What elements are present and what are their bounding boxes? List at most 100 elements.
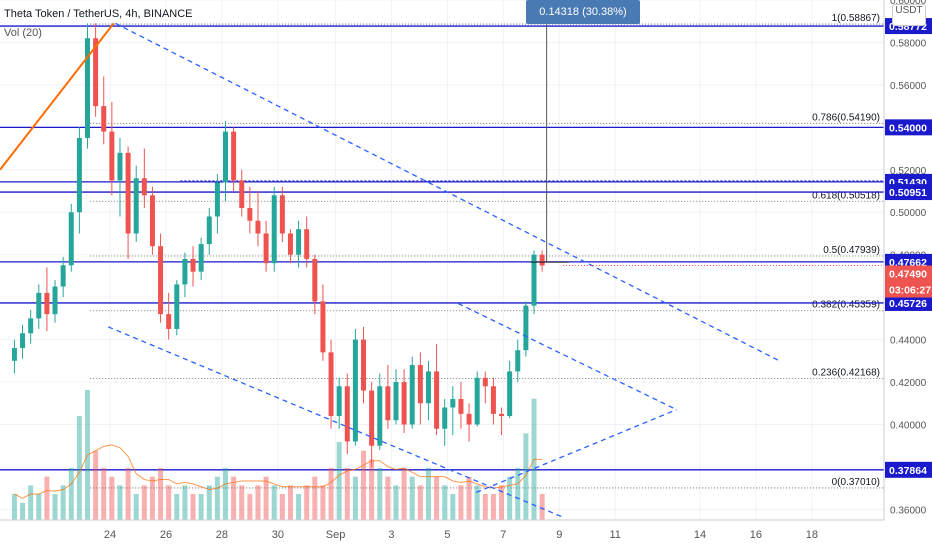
volume-bar xyxy=(474,485,480,520)
time-tick-label: 16 xyxy=(750,529,762,541)
volume-bar xyxy=(93,450,99,520)
volume-bar xyxy=(466,476,472,520)
candle-body xyxy=(263,233,269,264)
candle-body xyxy=(344,386,350,442)
candle-body xyxy=(166,314,172,329)
chart-title: Theta Token / TetherUS, 4h, BINANCE xyxy=(4,8,193,20)
candle-body xyxy=(223,131,229,183)
volume-bar xyxy=(52,494,58,520)
candle-body xyxy=(442,407,448,429)
candle-body xyxy=(60,265,66,287)
time-tick-label: 18 xyxy=(806,529,818,541)
candle-body xyxy=(458,399,464,414)
volume-bar xyxy=(320,485,326,520)
candle-body xyxy=(539,254,545,266)
volume-bar xyxy=(149,476,155,520)
volume-bar xyxy=(482,494,488,520)
level-price-label: 0.50951 xyxy=(889,187,927,199)
trendline-wedge-top xyxy=(457,302,677,411)
candle-body xyxy=(76,137,82,213)
countdown-label-bg xyxy=(885,281,932,298)
volume-bar xyxy=(271,485,277,520)
volume-bar xyxy=(198,494,204,520)
volume-bar xyxy=(11,494,17,520)
time-tick-label: 5 xyxy=(444,529,450,541)
volume-bar xyxy=(28,485,34,520)
level-price-label-bg xyxy=(885,461,932,478)
candle-body xyxy=(133,178,139,234)
countdown-label: 03:06:27 xyxy=(889,285,931,297)
trendline-lower-descending xyxy=(107,326,565,519)
candles xyxy=(11,23,545,467)
measure-tooltip: 0.14318 (30.38%) 14318 xyxy=(526,0,640,42)
volume-bar xyxy=(36,494,42,520)
candle-body xyxy=(101,106,107,132)
candle-body xyxy=(149,195,155,247)
volume-bar xyxy=(214,476,220,520)
volume-bar xyxy=(287,485,293,520)
volume-bar xyxy=(76,416,82,520)
price-tick-label: 0.36000 xyxy=(890,505,927,516)
price-tick-label: 0.52000 xyxy=(890,166,927,177)
candle-body xyxy=(44,292,50,315)
candle-body xyxy=(417,365,423,404)
candle-body xyxy=(20,333,26,349)
time-tick-label: Sep xyxy=(326,529,346,541)
candle-body xyxy=(369,390,375,446)
candle-body xyxy=(174,284,180,329)
volume-indicator-label: Vol (20) xyxy=(4,27,42,39)
currency-button[interactable]: USDT xyxy=(892,4,926,26)
volume-ma-line xyxy=(14,444,543,499)
volume-bar xyxy=(393,485,399,520)
candle-body xyxy=(247,208,253,221)
horizontal-levels xyxy=(0,25,884,471)
volume-bar xyxy=(361,450,367,520)
volume-bar xyxy=(263,476,269,520)
volume-bar xyxy=(279,494,285,520)
time-tick-label: 26 xyxy=(160,529,172,541)
volume-bar xyxy=(304,485,310,520)
candle-body xyxy=(320,301,326,353)
candle-body xyxy=(336,386,342,416)
volume-bar xyxy=(369,459,375,520)
candle-body xyxy=(523,305,529,351)
candle-body xyxy=(109,131,115,181)
price-tick-label: 0.58000 xyxy=(890,38,927,49)
volume-bar xyxy=(117,485,123,520)
candle-body xyxy=(239,180,245,208)
candle-body xyxy=(296,229,302,255)
candle-body xyxy=(206,216,212,245)
volume-bar xyxy=(312,476,318,520)
level-price-label: 0.37864 xyxy=(889,465,927,477)
price-tick-label: 0.50000 xyxy=(890,208,927,219)
volume-bar xyxy=(507,476,513,520)
volume-bar xyxy=(206,485,212,520)
volume-bar xyxy=(344,468,350,520)
level-price-label-bg xyxy=(885,119,932,136)
candle-body xyxy=(84,38,90,138)
time-tick-label: 3 xyxy=(388,529,394,541)
time-tick-label: 14 xyxy=(694,529,706,541)
fib-level-label: 1(0.58867) xyxy=(832,13,880,24)
volume-bar xyxy=(133,494,139,520)
volume-bar xyxy=(109,476,115,520)
candle-body xyxy=(279,195,285,234)
trendline-upper-descending xyxy=(115,22,780,362)
candle-body xyxy=(255,220,261,234)
candle-body xyxy=(490,386,496,414)
volume-bar xyxy=(44,476,50,520)
fib-level-label: 0.618(0.50518) xyxy=(812,190,880,201)
volume-bar xyxy=(231,476,237,520)
price-tick-label: 0.42000 xyxy=(890,378,927,389)
candle-body xyxy=(93,38,99,107)
candle-body xyxy=(377,386,383,446)
level-price-label: 0.45726 xyxy=(889,298,927,310)
level-price-label-bg xyxy=(885,294,932,311)
volume-bar xyxy=(434,476,440,520)
volume-bar xyxy=(377,468,383,520)
candle-body xyxy=(125,152,131,234)
price-tick-label: 0.44000 xyxy=(890,336,927,347)
candle-body xyxy=(499,413,505,416)
volume-bar xyxy=(190,494,196,520)
